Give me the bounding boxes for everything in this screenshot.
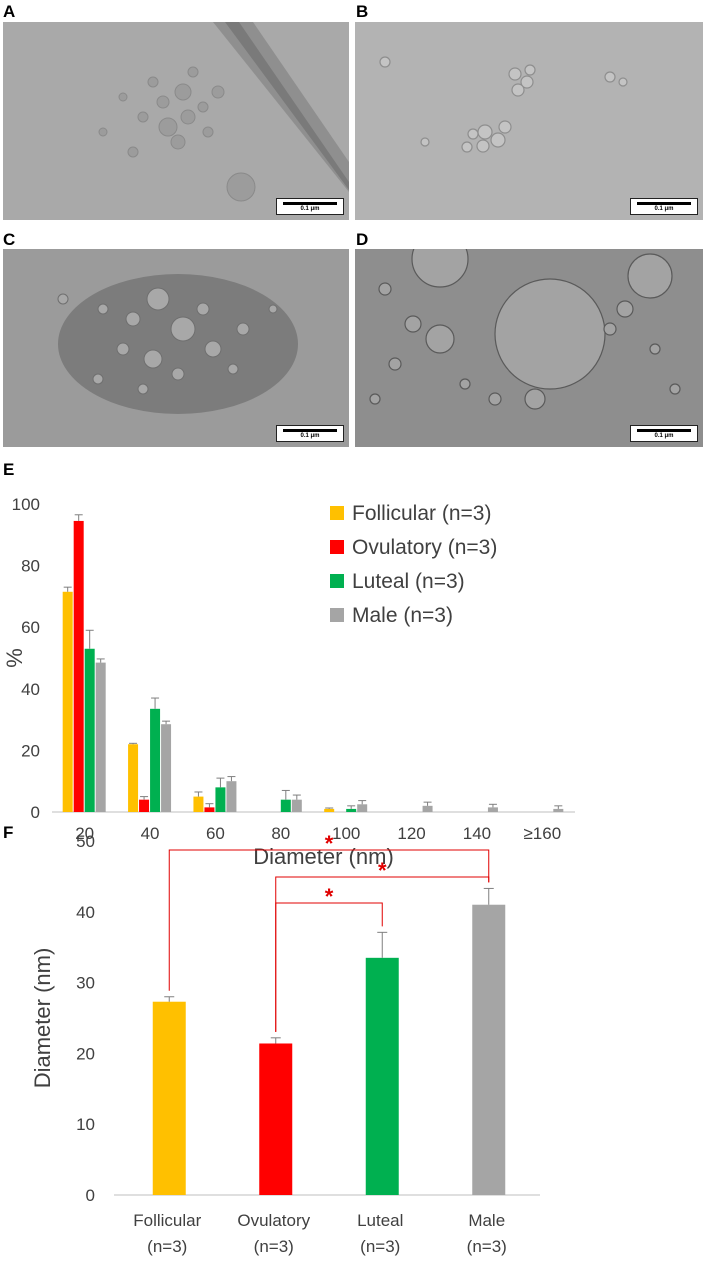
scale-bar-a: 0.1 μm <box>276 198 344 215</box>
bar-ovulatory <box>73 520 84 812</box>
scale-bar-a-label: 0.1 μm <box>300 206 320 212</box>
significance-bracket <box>168 849 490 991</box>
bar-male <box>487 807 498 812</box>
legend-swatch <box>330 574 344 588</box>
micrograph-b: 0.1 μm <box>355 22 703 220</box>
micrograph-d-image <box>355 249 703 447</box>
bar-luteal <box>84 648 95 812</box>
bar-luteal <box>365 957 399 1195</box>
x-tick-label: 60 <box>206 824 225 843</box>
x-tick-label-n: (n=3) <box>147 1237 187 1256</box>
panel-label-e: E <box>3 460 15 479</box>
chart-e-diameter-distribution: 0 20 40 60 80 100% 20 40 60 80 100 120 140 ≥160 Diamet… <box>2 495 575 869</box>
y-tick-label: 80 <box>21 557 40 576</box>
x-tick-label: 20 <box>75 824 94 843</box>
bar-follicular <box>193 796 204 812</box>
micrograph-b-image <box>355 22 703 220</box>
y-tick-label: 100 <box>12 495 40 514</box>
y-axis-title: Diameter (nm) <box>30 948 55 1089</box>
y-tick-label: 0 <box>86 1186 95 1205</box>
x-tick-label: Male <box>468 1211 505 1230</box>
y-tick-label: 40 <box>21 680 40 699</box>
bar-luteal <box>150 708 161 812</box>
bar-luteal <box>215 787 226 812</box>
y-tick-label: 0 <box>31 803 40 822</box>
legend-swatch <box>330 540 344 554</box>
legend-swatch <box>330 506 344 520</box>
bar-follicular <box>152 1001 186 1195</box>
x-tick-label: Follicular <box>133 1211 201 1230</box>
legend-swatch <box>330 608 344 622</box>
legend-label: Male (n=3) <box>352 604 453 627</box>
legend-label: Luteal (n=3) <box>352 570 465 593</box>
panel-label-b: B <box>356 2 369 21</box>
x-tick-label: 80 <box>271 824 290 843</box>
x-tick-label-n: (n=3) <box>254 1237 294 1256</box>
x-tick-label: 100 <box>332 824 360 843</box>
y-tick-label: 40 <box>76 903 95 922</box>
bar-follicular <box>324 808 335 812</box>
bar-male <box>422 805 433 812</box>
bar-male <box>357 804 368 812</box>
micrograph-a-image <box>3 22 349 220</box>
x-tick-label-n: (n=3) <box>467 1237 507 1256</box>
x-tick-label: Luteal <box>357 1211 403 1230</box>
panel-label-a: A <box>3 2 16 21</box>
x-tick-label: 140 <box>463 824 491 843</box>
bar-luteal <box>280 799 291 812</box>
significance-bracket <box>275 902 383 1032</box>
bar-ovulatory <box>139 799 150 812</box>
x-tick-label: ≥160 <box>523 824 561 843</box>
scale-bar-b-label: 0.1 μm <box>654 206 674 212</box>
scale-bar-d-label: 0.1 μm <box>654 433 674 439</box>
panel-label-c: C <box>3 230 16 249</box>
bar-luteal <box>346 808 357 812</box>
panel-label-f: F <box>3 823 14 842</box>
bar-male <box>226 781 237 812</box>
bar-male <box>291 799 302 812</box>
y-tick-label: 30 <box>76 974 95 993</box>
legend-label: Follicular (n=3) <box>352 502 491 525</box>
significance-star: * <box>325 831 334 856</box>
y-axis-title: % <box>2 648 27 668</box>
scale-bar-c: 0.1 μm <box>276 425 344 442</box>
y-tick-label: 20 <box>76 1044 95 1063</box>
micrograph-a: 0.1 μm <box>3 22 349 220</box>
y-tick-label: 20 <box>21 741 40 760</box>
x-tick-label: Ovulatory <box>237 1211 310 1230</box>
bar-ovulatory <box>204 807 215 812</box>
x-tick-label: 40 <box>141 824 160 843</box>
scale-bar-c-label: 0.1 μm <box>300 433 320 439</box>
chart-f-mean-diameter: 0 10 20 30 40 50 Diameter (nm) Follicular (n=3) O… <box>30 831 540 1256</box>
y-tick-label: 50 <box>76 832 95 851</box>
significance-star: * <box>378 858 387 883</box>
x-axis-title: Diameter (nm) <box>253 844 394 869</box>
micrograph-c-image <box>3 249 349 447</box>
bar-male <box>472 904 506 1195</box>
significance-star: * <box>325 884 334 909</box>
bar-male <box>95 662 106 812</box>
micrograph-c: 0.1 μm <box>3 249 349 447</box>
x-tick-label: 120 <box>397 824 425 843</box>
legend-label: Ovulatory (n=3) <box>352 536 497 559</box>
bar-follicular <box>62 591 73 812</box>
bar-follicular <box>128 744 139 812</box>
scale-bar-d: 0.1 μm <box>630 425 698 442</box>
y-tick-label: 60 <box>21 618 40 637</box>
x-tick-label-n: (n=3) <box>360 1237 400 1256</box>
panel-label-d: D <box>356 230 369 249</box>
bar-male <box>161 724 172 812</box>
bar-male <box>553 808 564 812</box>
scale-bar-b: 0.1 μm <box>630 198 698 215</box>
bar-ovulatory <box>259 1043 293 1195</box>
micrograph-d: 0.1 μm <box>355 249 703 447</box>
y-tick-label: 10 <box>76 1115 95 1134</box>
